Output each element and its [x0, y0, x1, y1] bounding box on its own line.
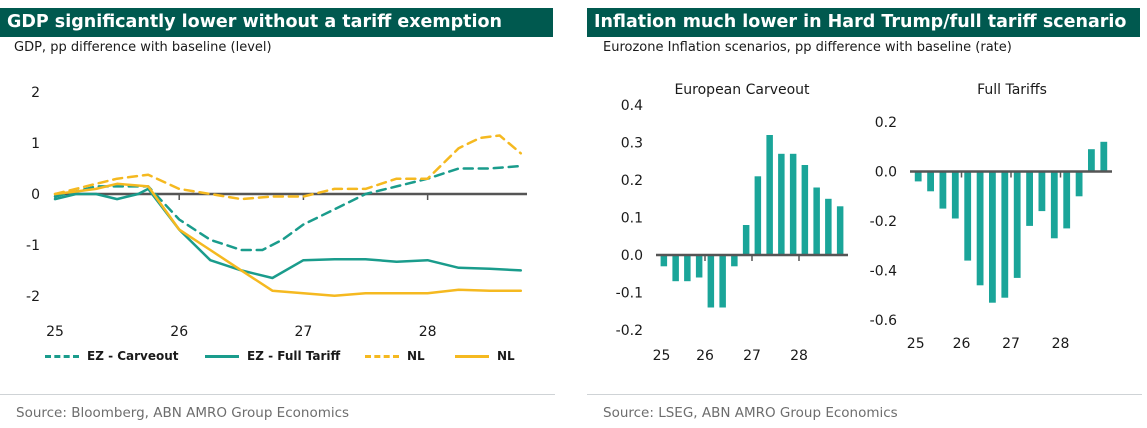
bar — [951, 171, 959, 219]
bar — [914, 171, 922, 182]
y-tick-label: -0.4 — [870, 264, 897, 280]
gdp-line-chart: -2 -1 0 1 2 25 26 27 28 — [26, 85, 527, 340]
gdp-chart-panel: GDP significantly lower without a tariff… — [0, 0, 555, 428]
chart-title-banner: GDP significantly lower without a tariff… — [0, 8, 553, 37]
subchart-title: Full Tariffs — [977, 82, 1047, 98]
y-tick-label: 0.4 — [621, 98, 643, 114]
bar — [766, 135, 773, 255]
y-tick-label: -0.6 — [870, 313, 897, 329]
bar — [825, 198, 832, 256]
bar — [742, 225, 750, 255]
y-tick-label: -1 — [26, 238, 40, 254]
bar — [731, 255, 738, 267]
bar — [707, 255, 715, 308]
y-tick-label: 1 — [31, 136, 40, 152]
x-tick-label: 27 — [743, 348, 761, 364]
legend-swatch — [365, 355, 399, 358]
bar — [789, 153, 797, 256]
x-tick-label: 27 — [1002, 336, 1020, 352]
subchart-title: European Carveout — [674, 82, 810, 98]
y-tick-label: -0.2 — [870, 214, 897, 230]
legend-swatch — [45, 355, 79, 358]
chart-subtitle: GDP, pp difference with baseline (level) — [14, 40, 272, 55]
x-tick-label: 28 — [790, 348, 808, 364]
x-tick-label: 27 — [295, 324, 313, 340]
x-tick-label: 28 — [419, 324, 437, 340]
bar — [778, 153, 785, 256]
bar — [989, 171, 996, 303]
chart-subtitle: Eurozone Inflation scenarios, pp differe… — [603, 40, 1012, 55]
bar — [695, 255, 703, 278]
x-tick-label: 28 — [1052, 336, 1070, 352]
x-tick-label: 26 — [953, 336, 971, 352]
source-divider — [587, 394, 1142, 395]
legend-label: EZ - Full Tariff — [247, 349, 341, 363]
bar — [1088, 149, 1095, 172]
series-line-0 — [53, 164, 523, 252]
bar — [927, 171, 934, 192]
bar — [801, 165, 809, 255]
series-line-1 — [53, 187, 523, 280]
legend-swatch — [205, 355, 239, 358]
bar — [1038, 171, 1046, 212]
x-tick-label: 26 — [170, 324, 188, 340]
y-tick-label: 0.0 — [621, 248, 643, 264]
source-note: Source: Bloomberg, ABN AMRO Group Econom… — [16, 405, 350, 421]
x-tick-label: 26 — [696, 348, 714, 364]
bar — [1013, 171, 1021, 278]
bar — [1100, 141, 1108, 172]
series-line-2 — [53, 134, 523, 201]
y-tick-label: 0 — [31, 187, 40, 203]
x-tick-label: 25 — [46, 324, 64, 340]
bar — [684, 255, 691, 282]
series-line-3 — [53, 182, 523, 298]
bar — [976, 171, 984, 286]
legend-label: NL — [497, 349, 515, 363]
source-divider — [0, 394, 555, 395]
legend-label: NL — [407, 349, 425, 363]
bar — [660, 255, 668, 267]
x-tick-label: 25 — [653, 348, 671, 364]
source-note: Source: LSEG, ABN AMRO Group Economics — [603, 405, 898, 421]
bar — [813, 187, 820, 255]
y-tick-label: -2 — [26, 289, 40, 305]
y-tick-label: -0.2 — [616, 323, 643, 339]
bar — [964, 171, 972, 261]
y-tick-label: 0.2 — [875, 115, 897, 131]
bar — [754, 176, 762, 256]
y-tick-label: 0.2 — [621, 173, 643, 189]
legend-label: EZ - Carveout — [87, 349, 179, 363]
gdp-legend: EZ - Carveout EZ - Full Tariff NL NL — [0, 345, 555, 367]
inflation-chart-panel: Inflation much lower in Hard Trump/full … — [587, 0, 1142, 428]
bar — [1026, 171, 1033, 226]
y-tick-label: 2 — [31, 85, 40, 101]
bar — [672, 255, 679, 282]
legend-swatch — [455, 355, 489, 358]
y-tick-label: 0.3 — [621, 136, 643, 152]
inflation-bar-charts: European Carveout 0.4 0.3 0.2 0.1 0.0 -0.1 -0.2… — [616, 82, 1112, 364]
bar — [1050, 171, 1058, 239]
bar — [1001, 171, 1009, 298]
bar — [1075, 171, 1083, 197]
chart-title-banner: Inflation much lower in Hard Trump/full … — [587, 8, 1140, 37]
bar — [939, 171, 947, 209]
y-tick-label: 0.0 — [875, 165, 897, 181]
bar — [719, 255, 726, 308]
bar — [836, 206, 844, 256]
x-tick-label: 25 — [907, 336, 925, 352]
y-tick-label: -0.1 — [616, 286, 643, 302]
y-tick-label: 0.1 — [621, 211, 643, 227]
bar — [1063, 171, 1071, 229]
